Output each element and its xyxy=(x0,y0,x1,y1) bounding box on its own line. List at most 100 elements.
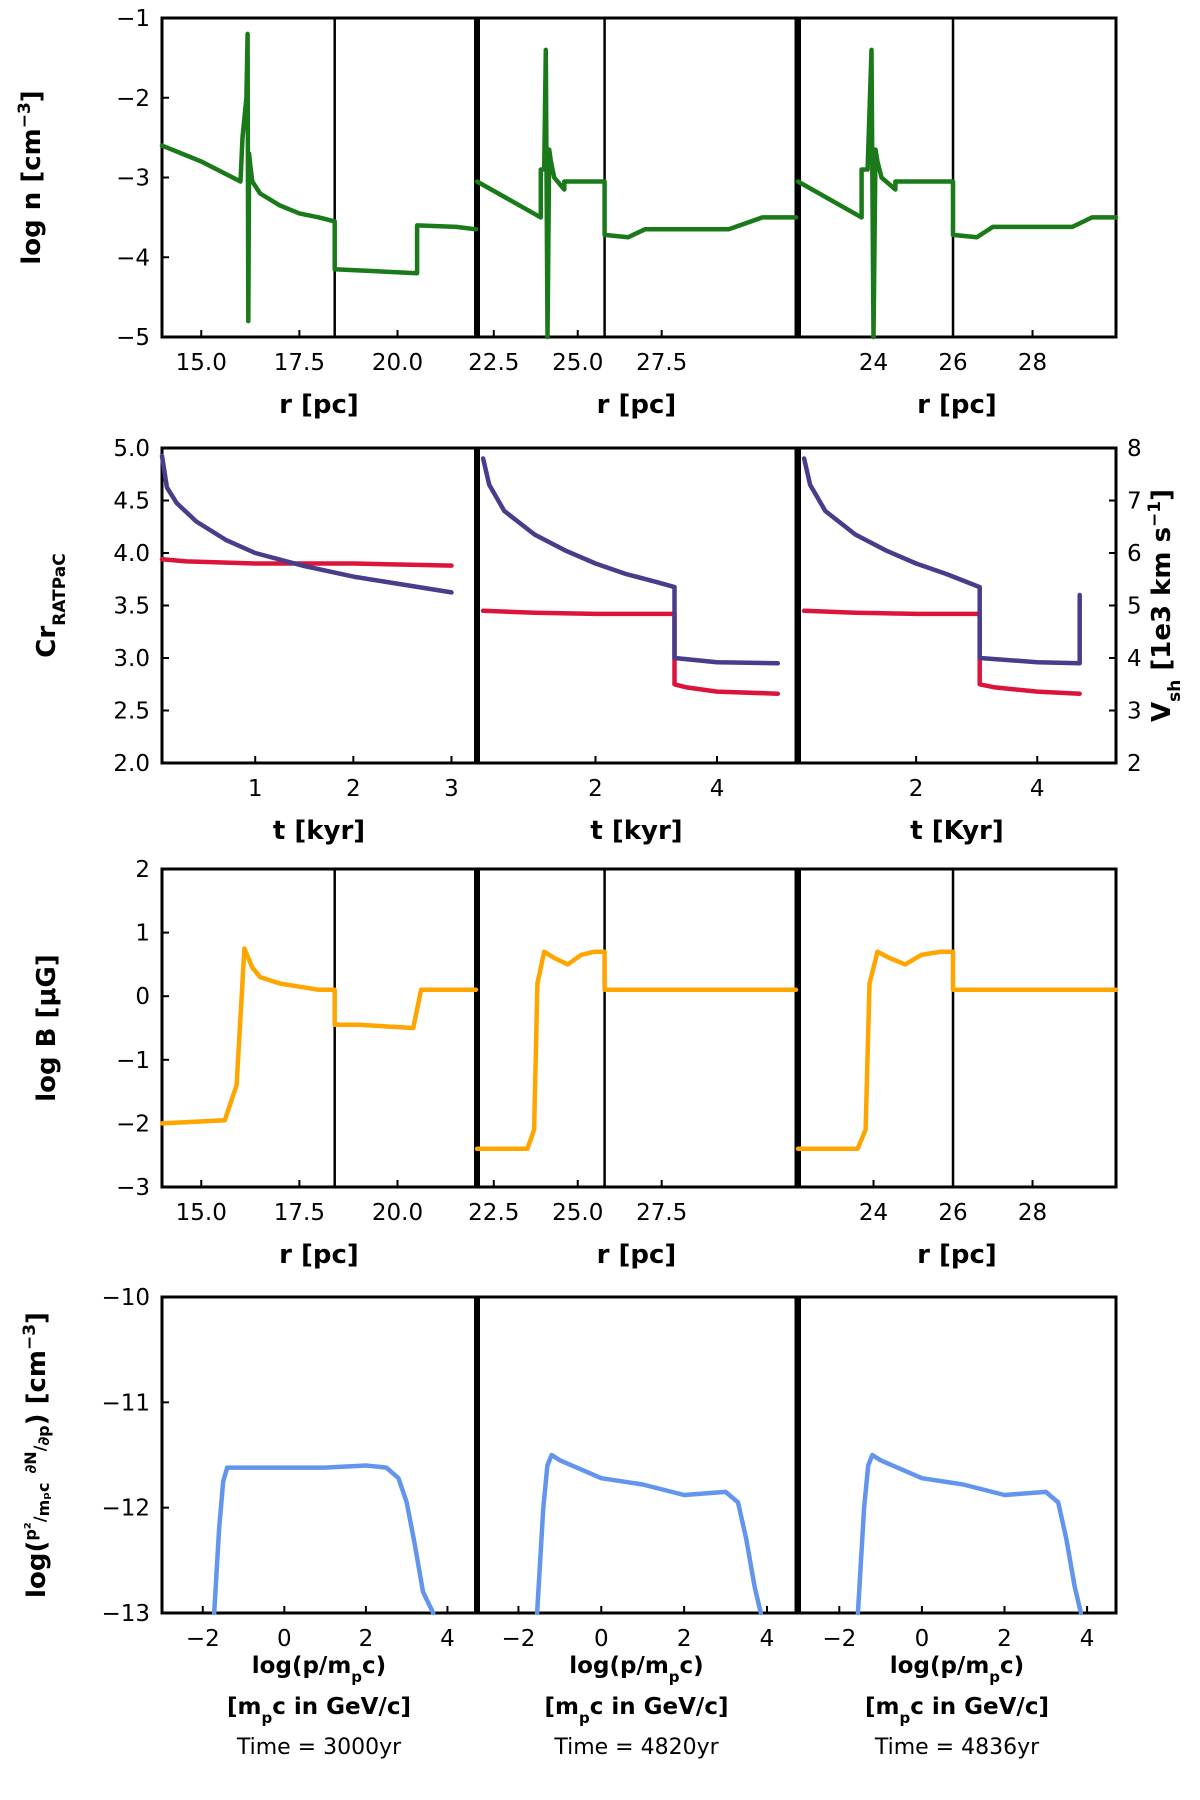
y-axis-label-frac-bar: / xyxy=(30,1516,49,1522)
magnetic-field-series xyxy=(159,946,479,1126)
row-density: 15.0 17.5 20.0 r [pc] 22.5 25.0 27.5 r [pc] 24 26… xyxy=(15,6,1118,420)
x-tick-label: 2 xyxy=(677,1626,692,1652)
x-tick-label: −2 xyxy=(186,1626,220,1652)
proton-spectrum-series xyxy=(211,1463,436,1616)
x-tick-label: 25.0 xyxy=(552,350,603,376)
x-axis-label-line1-text: log(p/m xyxy=(569,1653,669,1679)
y-tick-label: 3.0 xyxy=(113,646,150,672)
x-axis-label-line2-sub: p xyxy=(262,1709,273,1727)
y-tick-label: 1 xyxy=(135,921,150,947)
x-axis-label-line1-sub: p xyxy=(669,1668,680,1686)
x-tick-label: 2 xyxy=(359,1626,374,1652)
y-tick-label: −12 xyxy=(101,1496,150,1522)
y-tick-label: −2 xyxy=(116,86,150,112)
row-magnetic-field: 15.0 17.5 20.0 r [pc] 22.5 25.0 27.5 r [pc] 24 26… xyxy=(32,857,1118,1270)
panel-frame xyxy=(160,867,478,1189)
compression-ratio-series xyxy=(801,608,1082,696)
x-axis-label-line1: log(p/mpc) xyxy=(252,1653,386,1686)
y-tick-label: −3 xyxy=(116,1175,150,1201)
x-tick-label: 1 xyxy=(248,776,263,802)
time-caption: Time = 4820yr xyxy=(553,1735,719,1760)
x-tick-label: −2 xyxy=(501,1626,535,1652)
x-axis-label-line1-sub: p xyxy=(989,1668,1000,1686)
x-tick-label: 2 xyxy=(997,1626,1012,1652)
y-tick-label: 5.0 xyxy=(113,436,150,462)
x-tick-label: 24 xyxy=(859,350,888,376)
x-tick-label: 0 xyxy=(277,1626,292,1652)
compression-ratio-series xyxy=(159,557,454,568)
x-tick-label: 28 xyxy=(1018,350,1047,376)
density-series xyxy=(474,47,799,340)
panel-frame xyxy=(475,16,798,339)
y-axis-label-open: log( xyxy=(22,1541,52,1598)
y-tick-label: 2 xyxy=(135,857,150,883)
y-axis-label-left-sub: RATPaC xyxy=(50,553,70,625)
y-axis-label-frac-num: p² xyxy=(21,1522,40,1540)
x-tick-label: −2 xyxy=(822,1626,856,1652)
x-axis-label-line2-end: c in GeV/c] xyxy=(272,1694,411,1720)
y-axis-label: log B [μG] xyxy=(32,954,62,1102)
panel-frame xyxy=(796,1295,1118,1615)
y-axis-label-right-sup: −1 xyxy=(1145,501,1165,527)
x-tick-label: 22.5 xyxy=(468,1200,519,1226)
y-axis-label-end: ] xyxy=(17,90,47,102)
x-tick-label: 20.0 xyxy=(372,1200,423,1226)
y-axis-label-sup: −3 xyxy=(20,1324,40,1350)
y-axis-label-right-main: V xyxy=(1147,702,1177,722)
y-axis-label-right-rest: [1e3 km s xyxy=(1147,527,1177,680)
x-axis-label: r [pc] xyxy=(597,1240,677,1270)
x-axis-label-line2: [mpc in GeV/c] xyxy=(865,1694,1049,1727)
y-axis-label: log n [cm−3] xyxy=(15,90,47,264)
y-tick-label: −1 xyxy=(116,6,150,32)
x-axis-label: r [pc] xyxy=(279,390,359,420)
y-tick-label: 0 xyxy=(135,984,150,1010)
x-tick-label: 2 xyxy=(346,776,361,802)
x-tick-label: 4 xyxy=(760,1626,775,1652)
x-axis-label-line2-start: [m xyxy=(545,1694,579,1720)
x-axis-label: r [pc] xyxy=(917,390,997,420)
x-axis-label-line1-end: c) xyxy=(1000,1653,1024,1679)
x-axis-label: t [kyr] xyxy=(590,816,682,846)
x-axis-label-line2-end: c in GeV/c] xyxy=(910,1694,1049,1720)
y-tick-label: −5 xyxy=(116,325,150,351)
y-axis-label-frac-den: mₚc xyxy=(34,1483,53,1517)
y-axis-label-deriv-num: ∂N xyxy=(21,1451,40,1473)
x-axis-label: r [pc] xyxy=(279,1240,359,1270)
y-axis-label-right: Vsh [1e3 km s−1] xyxy=(1145,489,1185,722)
x-axis-label: t [kyr] xyxy=(273,816,365,846)
y-axis-label-unit: ) [cm xyxy=(22,1350,52,1425)
x-axis-label-line1-sub: p xyxy=(351,1668,362,1686)
y-tick-label: 4.0 xyxy=(113,541,150,567)
x-tick-label: 20.0 xyxy=(372,350,423,376)
panel-frame xyxy=(160,1295,478,1615)
x-axis-label-line1-text: log(p/m xyxy=(252,1653,352,1679)
x-tick-label: 22.5 xyxy=(468,350,519,376)
shock-speed-series xyxy=(801,456,1082,666)
y-tick-label: −10 xyxy=(101,1285,150,1311)
y-right-tick-label: 2 xyxy=(1127,751,1142,777)
x-tick-label: 15.0 xyxy=(176,350,227,376)
x-tick-label: 2 xyxy=(588,776,603,802)
x-tick-label: 4 xyxy=(1080,1626,1095,1652)
y-axis-label-right-sub: sh xyxy=(1165,680,1185,702)
x-axis-label: t [Kyr] xyxy=(910,816,1004,846)
panel-frame xyxy=(160,446,478,765)
panel-frame xyxy=(475,446,798,765)
y-tick-label: −11 xyxy=(101,1390,150,1416)
x-tick-label: 25.0 xyxy=(552,1200,603,1226)
panel-frame xyxy=(796,446,1118,765)
shock-speed-series xyxy=(159,453,454,595)
magnetic-field-series xyxy=(474,949,799,1152)
x-tick-label: 26 xyxy=(938,1200,967,1226)
y-axis-label-left-main: Cr xyxy=(32,626,62,658)
y-axis-label-deriv-den: ∂p xyxy=(34,1425,53,1445)
x-axis-label-line2: [mpc in GeV/c] xyxy=(227,1694,411,1727)
panel-frame xyxy=(475,1295,798,1615)
x-axis-label-line2-end: c in GeV/c] xyxy=(590,1694,729,1720)
y-tick-label: −3 xyxy=(116,166,150,192)
x-axis-label: r [pc] xyxy=(597,390,677,420)
x-axis-label-line2-sub: p xyxy=(579,1709,590,1727)
x-axis-label: r [pc] xyxy=(917,1240,997,1270)
